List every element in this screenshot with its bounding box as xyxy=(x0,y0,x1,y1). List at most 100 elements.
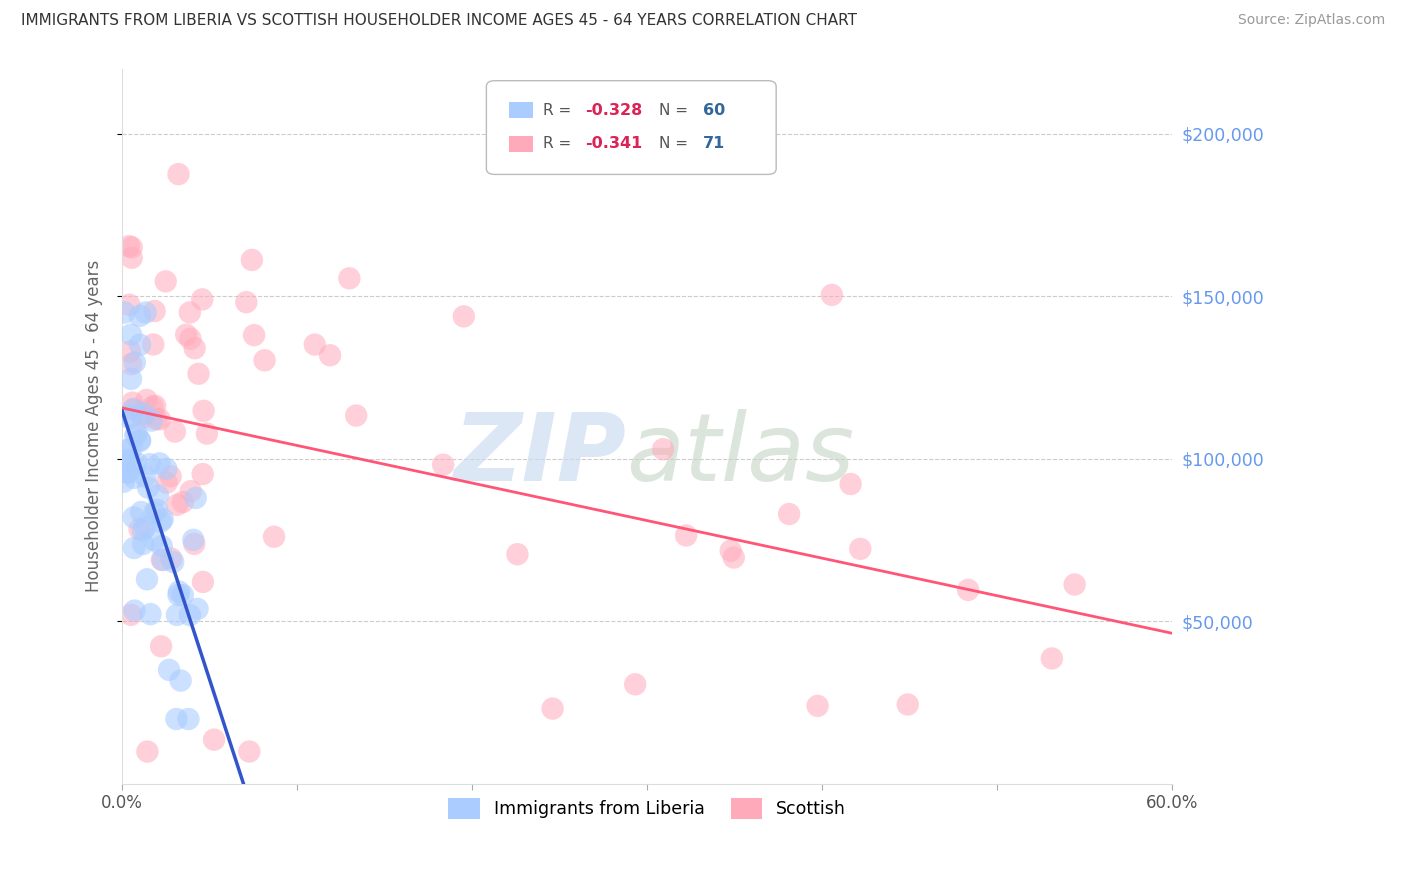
Point xyxy=(162,555,184,569)
Point xyxy=(143,399,166,413)
Point xyxy=(132,410,155,425)
Point xyxy=(159,469,181,483)
Point xyxy=(652,442,675,457)
Legend: Immigrants from Liberia, Scottish: Immigrants from Liberia, Scottish xyxy=(441,791,852,825)
Point xyxy=(167,584,190,599)
Text: R =: R = xyxy=(543,136,576,151)
Point xyxy=(238,745,260,759)
Point xyxy=(135,392,157,407)
Point xyxy=(166,498,188,512)
Point xyxy=(243,328,266,343)
Point xyxy=(120,372,142,386)
Point xyxy=(121,251,143,265)
Point xyxy=(128,309,150,323)
Point xyxy=(179,332,201,346)
Point xyxy=(115,466,138,480)
Point xyxy=(129,434,152,448)
Point xyxy=(125,426,148,441)
Point xyxy=(957,582,980,597)
Point xyxy=(122,471,145,485)
Point xyxy=(183,533,205,547)
Point xyxy=(778,507,800,521)
Point xyxy=(120,408,142,422)
Point xyxy=(170,673,193,688)
Point xyxy=(179,305,201,319)
Point xyxy=(506,547,529,561)
Point xyxy=(191,293,214,307)
Point xyxy=(143,304,166,318)
Point xyxy=(132,537,155,551)
Point xyxy=(432,458,454,472)
Point xyxy=(263,530,285,544)
Text: ZIP: ZIP xyxy=(453,409,626,501)
Point xyxy=(118,453,141,467)
Point xyxy=(541,701,564,715)
Point xyxy=(122,401,145,416)
Point xyxy=(131,408,153,422)
Point xyxy=(183,537,205,551)
Point xyxy=(129,337,152,351)
Point xyxy=(124,604,146,618)
Point xyxy=(124,355,146,369)
Point xyxy=(202,732,225,747)
Point xyxy=(150,515,173,529)
Point xyxy=(337,271,360,285)
Point xyxy=(121,240,143,254)
Point xyxy=(142,400,165,414)
Point xyxy=(143,506,166,520)
Point xyxy=(193,404,215,418)
Point xyxy=(125,456,148,470)
Point xyxy=(117,466,139,480)
Point xyxy=(897,698,920,712)
Point xyxy=(149,456,172,470)
Point xyxy=(150,539,173,553)
Point xyxy=(849,541,872,556)
Point xyxy=(319,348,342,362)
Bar xyxy=(509,136,533,152)
Point xyxy=(152,553,174,567)
Point xyxy=(150,553,173,567)
Point xyxy=(142,337,165,351)
Point xyxy=(172,495,194,509)
Point xyxy=(134,520,156,534)
Point xyxy=(235,295,257,310)
Point xyxy=(344,409,367,423)
Point xyxy=(136,481,159,495)
Point xyxy=(118,344,141,359)
Text: 71: 71 xyxy=(703,136,725,151)
Point xyxy=(191,574,214,589)
Point xyxy=(136,745,159,759)
Point xyxy=(675,528,697,542)
Point xyxy=(120,357,142,371)
Point xyxy=(114,305,136,319)
Point xyxy=(122,541,145,555)
Point xyxy=(1063,577,1085,591)
Point xyxy=(184,491,207,505)
Point xyxy=(136,572,159,586)
Point xyxy=(195,426,218,441)
Point xyxy=(141,413,163,427)
Point xyxy=(120,607,142,622)
Text: N =: N = xyxy=(658,136,692,151)
Point xyxy=(122,402,145,417)
Point xyxy=(117,442,139,457)
Point xyxy=(179,608,201,623)
Point xyxy=(240,252,263,267)
Point xyxy=(139,457,162,471)
Point xyxy=(723,550,745,565)
Point xyxy=(1040,651,1063,665)
Point xyxy=(118,239,141,253)
Point xyxy=(160,551,183,566)
Point xyxy=(122,510,145,524)
Point xyxy=(132,406,155,420)
Text: -0.341: -0.341 xyxy=(585,136,643,151)
FancyBboxPatch shape xyxy=(486,80,776,175)
Point xyxy=(134,469,156,483)
Point xyxy=(121,395,143,409)
Text: atlas: atlas xyxy=(626,409,855,500)
Point xyxy=(187,367,209,381)
Text: N =: N = xyxy=(658,103,692,118)
Point xyxy=(453,310,475,324)
Point xyxy=(129,505,152,519)
Point xyxy=(186,602,208,616)
